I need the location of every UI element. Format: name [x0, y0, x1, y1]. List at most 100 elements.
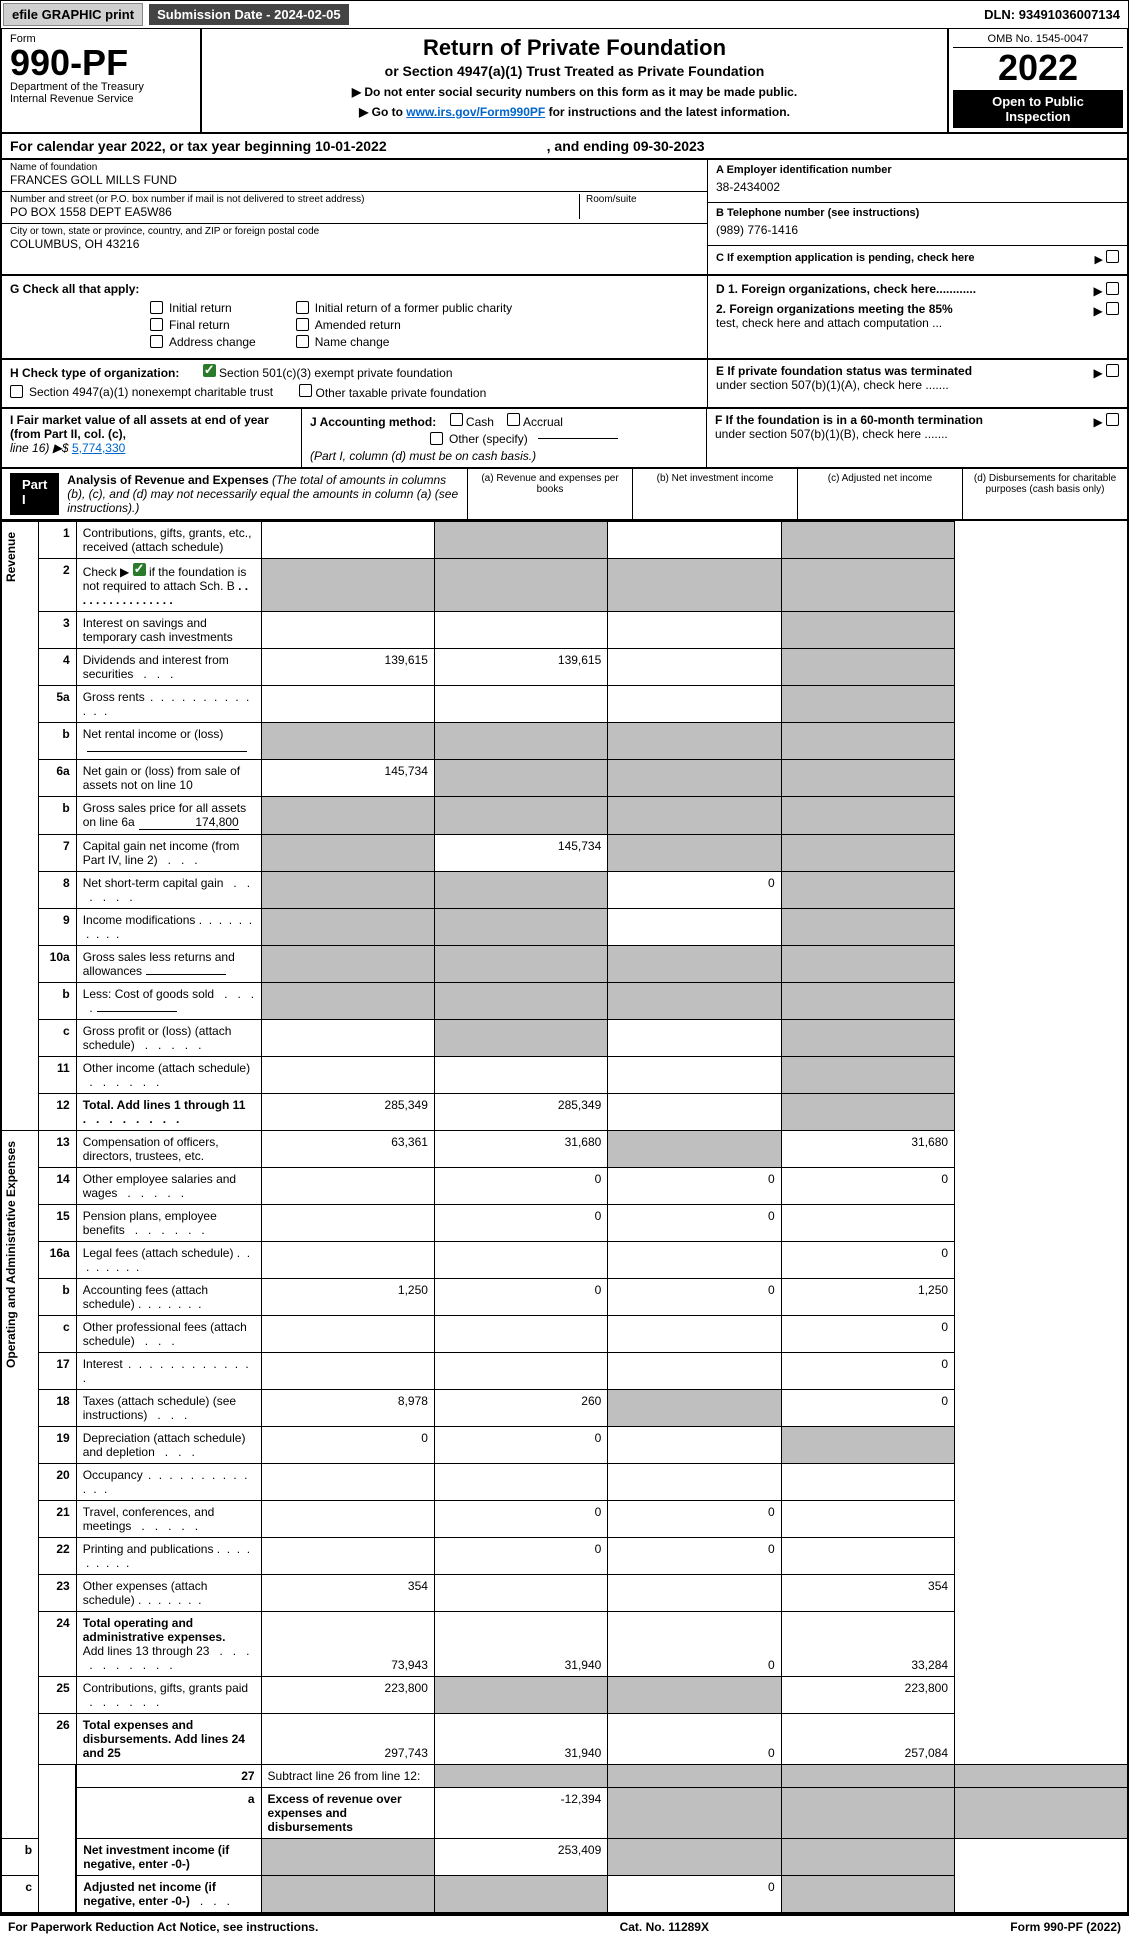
part1-header-row: Part I Analysis of Revenue and Expenses …	[0, 469, 1129, 521]
desc: Total expenses and disbursements. Add li…	[76, 1713, 261, 1764]
name-label: Name of foundation	[10, 162, 699, 173]
amt-a: 73,943	[261, 1611, 434, 1676]
top-bar: efile GRAPHIC print Submission Date - 20…	[0, 0, 1129, 29]
amt-d: 223,800	[781, 1676, 954, 1713]
ln: b	[39, 796, 77, 834]
chk-sch-b[interactable]	[133, 563, 146, 576]
amt-c: 0	[608, 1875, 781, 1913]
open-line1: Open to Public	[955, 94, 1121, 109]
chk-name-change[interactable]	[296, 335, 309, 348]
amt-a: 354	[261, 1574, 434, 1611]
desc: Capital gain net income (from Part IV, l…	[76, 834, 261, 871]
chk-d2[interactable]	[1106, 302, 1119, 315]
amt-b: 0	[434, 1167, 607, 1204]
other-specify-line	[538, 438, 618, 439]
desc: Travel, conferences, and meetings . . . …	[76, 1500, 261, 1537]
i-label: I Fair market value of all assets at end…	[10, 413, 269, 441]
chk-cash[interactable]	[450, 413, 463, 426]
efile-print-button[interactable]: efile GRAPHIC print	[3, 3, 143, 26]
chk-initial-former[interactable]	[296, 301, 309, 314]
desc: Occupancy	[76, 1463, 261, 1500]
address-label: Number and street (or P.O. box number if…	[10, 194, 579, 205]
desc: Gross sales price for all assets on line…	[76, 796, 261, 834]
line-25: 25Contributions, gifts, grants paid . . …	[1, 1676, 1128, 1713]
ln: c	[1, 1875, 39, 1913]
desc: Dividends and interest from securities .…	[76, 648, 261, 685]
ln: b	[39, 1278, 77, 1315]
chk-d1[interactable]	[1106, 282, 1119, 295]
opt-name: Name change	[315, 335, 390, 349]
line-26: 26Total expenses and disbursements. Add …	[1, 1713, 1128, 1764]
fmv-value: 5,774,330	[72, 441, 125, 455]
chk-accrual[interactable]	[507, 413, 520, 426]
ln: 5a	[39, 685, 77, 722]
amt-a: 63,361	[261, 1130, 434, 1167]
desc: Interest on savings and temporary cash i…	[76, 611, 261, 648]
dept-treasury: Department of the Treasury	[10, 81, 192, 93]
desc: Income modifications . . . . . . . . . .	[76, 908, 261, 945]
phone-label: B Telephone number (see instructions)	[716, 207, 1119, 219]
opt-final: Final return	[169, 318, 230, 332]
ln: 1	[39, 521, 77, 558]
ln: 16a	[39, 1241, 77, 1278]
amt-c: 0	[608, 1204, 781, 1241]
line-15: 15Pension plans, employee benefits . . .…	[1, 1204, 1128, 1241]
desc: Total. Add lines 1 through 11 . . . . . …	[76, 1093, 261, 1130]
amt-d: 1,250	[781, 1278, 954, 1315]
opt-other-taxable: Other taxable private foundation	[315, 386, 486, 400]
section-f: F If the foundation is in a 60-month ter…	[707, 409, 1127, 467]
desc: Net short-term capital gain . . . . . .	[76, 871, 261, 908]
line-23: 23Other expenses (attach schedule) . . .…	[1, 1574, 1128, 1611]
opt-other-method: Other (specify)	[449, 432, 528, 446]
desc: Contributions, gifts, grants, etc., rece…	[76, 521, 261, 558]
line-10b: bLess: Cost of goods sold . . . .	[1, 982, 1128, 1019]
amt-d: 0	[781, 1241, 954, 1278]
line-10a: 10aGross sales less returns and allowanc…	[1, 945, 1128, 982]
chk-e[interactable]	[1106, 364, 1119, 377]
chk-initial-return[interactable]	[150, 301, 163, 314]
ln: 19	[39, 1426, 77, 1463]
chk-f[interactable]	[1106, 413, 1119, 426]
desc: Depreciation (attach schedule) and deple…	[76, 1426, 261, 1463]
irs-label: Internal Revenue Service	[10, 93, 192, 105]
line-14: 14Other employee salaries and wages . . …	[1, 1167, 1128, 1204]
ln: 9	[39, 908, 77, 945]
chk-other-taxable[interactable]	[299, 384, 312, 397]
foundation-name-row: Name of foundation FRANCES GOLL MILLS FU…	[2, 160, 707, 192]
form-number: 990-PF	[10, 45, 192, 81]
line-11: 11Other income (attach schedule) . . . .…	[1, 1056, 1128, 1093]
line-3: 3Interest on savings and temporary cash …	[1, 611, 1128, 648]
chk-other-method[interactable]	[430, 432, 443, 445]
gross-sales-price: 174,800	[139, 815, 239, 830]
ln: 22	[39, 1537, 77, 1574]
open-to-public: Open to Public Inspection	[953, 90, 1123, 128]
form-title: Return of Private Foundation	[212, 35, 937, 61]
city-row: City or town, state or province, country…	[2, 224, 707, 255]
desc: Taxes (attach schedule) (see instruction…	[76, 1389, 261, 1426]
chk-final-return[interactable]	[150, 318, 163, 331]
form990pf-link[interactable]: www.irs.gov/Form990PF	[406, 105, 545, 119]
amt-a: 145,734	[261, 759, 434, 796]
ln: 17	[39, 1352, 77, 1389]
form-header-center: Return of Private Foundation or Section …	[202, 29, 947, 132]
e-text: E If private foundation status was termi…	[716, 364, 972, 392]
chk-amended[interactable]	[296, 318, 309, 331]
h-label: H Check type of organization:	[10, 366, 179, 380]
chk-4947[interactable]	[10, 385, 23, 398]
ln: 26	[39, 1713, 77, 1764]
cal-year-begin: For calendar year 2022, or tax year begi…	[10, 138, 387, 154]
line-5a: 5aGross rents	[1, 685, 1128, 722]
form-subtitle: or Section 4947(a)(1) Trust Treated as P…	[212, 63, 937, 79]
chk-address-change[interactable]	[150, 335, 163, 348]
chk-501c3[interactable]	[203, 364, 216, 377]
submission-date-chip: Submission Date - 2024-02-05	[149, 4, 349, 25]
warn2-post: for instructions and the latest informat…	[545, 105, 790, 119]
part1-column-headers: (a) Revenue and expenses per books (b) N…	[467, 469, 1127, 519]
line-27c: cAdjusted net income (if negative, enter…	[1, 1875, 1128, 1913]
line-27: 27Subtract line 26 from line 12:	[1, 1764, 1128, 1787]
opt-cash: Cash	[466, 415, 494, 429]
desc: Total operating and administrative expen…	[76, 1611, 261, 1676]
cal-year-end: , and ending 09-30-2023	[547, 138, 705, 154]
line-2: 2 Check ▶ if the foundation is not requi…	[1, 558, 1128, 611]
item-c-checkbox[interactable]	[1106, 250, 1119, 263]
